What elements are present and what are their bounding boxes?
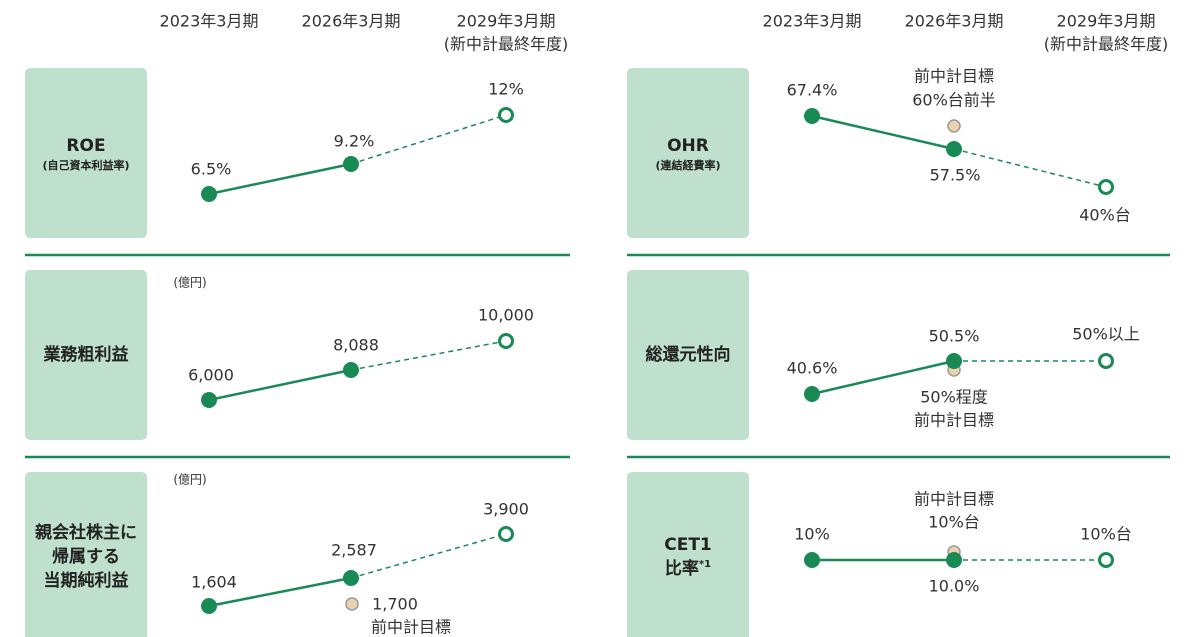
unit: (億円) <box>173 473 206 487</box>
panel-title: ROE <box>66 136 105 156</box>
target-label: 前中計目標 <box>914 67 994 86</box>
year-header: 2026年3月期 <box>302 12 401 31</box>
year-note: (新中計最終年度) <box>444 35 569 54</box>
solid-line <box>811 359 955 396</box>
panel-title: OHR <box>667 136 709 156</box>
panel-subtitle: (自己資本利益率) <box>42 158 129 172</box>
panel-subtitle: (連結経費率) <box>655 158 720 172</box>
target-label: 10%台 <box>928 513 980 532</box>
panel-title: 総還元性向 <box>646 344 731 365</box>
solid-line <box>208 368 352 402</box>
point-label: 67.4% <box>787 81 838 100</box>
point <box>498 107 514 123</box>
target-dot <box>947 119 961 133</box>
point <box>1098 552 1114 568</box>
point <box>946 141 962 157</box>
target-label: 50%程度 <box>920 388 988 407</box>
point-label: 10% <box>794 525 830 544</box>
year-header: 2023年3月期 <box>160 12 259 31</box>
point <box>804 552 820 568</box>
solid-line <box>208 576 352 608</box>
label-box <box>25 270 147 440</box>
point <box>343 156 359 172</box>
point <box>498 526 514 542</box>
panel-title: 親会社株主に <box>35 522 137 543</box>
point-label: 6,000 <box>188 366 234 385</box>
year-header: 2026年3月期 <box>905 12 1004 31</box>
target-label: 前中計目標 <box>914 490 994 509</box>
point <box>201 392 217 408</box>
point <box>1098 353 1114 369</box>
panel-title: CET1 <box>664 535 712 555</box>
point-label: 10.0% <box>929 577 980 596</box>
point <box>343 362 359 378</box>
point-label: 1,604 <box>191 573 237 592</box>
panel-title: 帰属する <box>52 547 120 567</box>
point <box>201 598 217 614</box>
point-label: 3,900 <box>483 500 529 519</box>
point <box>946 353 962 369</box>
point <box>498 333 514 349</box>
panel-title: 当期純利益 <box>44 570 129 591</box>
point <box>946 552 962 568</box>
point <box>1098 179 1114 195</box>
point-label: 10%台 <box>1080 525 1132 544</box>
label-box <box>627 472 749 637</box>
dashed-line <box>953 148 1107 188</box>
point <box>201 186 217 202</box>
point-label: 8,088 <box>333 336 379 355</box>
point-label: 50%以上 <box>1072 325 1140 344</box>
panel-title: 業務粗利益 <box>44 344 129 365</box>
year-note: (新中計最終年度) <box>1044 35 1169 54</box>
year-header: 2023年3月期 <box>763 12 862 31</box>
label-box <box>25 68 147 238</box>
solid-line <box>208 162 352 196</box>
point <box>804 386 820 402</box>
year-header: 2029年3月期 <box>1057 12 1156 31</box>
label-box <box>627 68 749 238</box>
unit: (億円) <box>173 276 206 290</box>
point-label: 40%台 <box>1079 206 1131 225</box>
point-label: 10,000 <box>478 306 534 325</box>
point-label: 40.6% <box>787 359 838 378</box>
point-label: 9.2% <box>334 132 375 151</box>
target-label: 前中計目標 <box>371 618 451 637</box>
target-dot <box>345 597 359 611</box>
point-label: 2,587 <box>331 541 377 560</box>
point <box>343 570 359 586</box>
target-label: 1,700 <box>372 595 418 614</box>
footnote-mark: *1 <box>699 559 711 570</box>
solid-line <box>811 114 955 151</box>
point-label: 6.5% <box>191 160 232 179</box>
dashed-line <box>350 114 507 165</box>
point-label: 57.5% <box>930 166 981 185</box>
label-box <box>627 270 749 440</box>
target-label: 60%台前半 <box>912 91 996 110</box>
target-label: 前中計目標 <box>914 411 994 430</box>
point <box>804 108 820 124</box>
point-label: 50.5% <box>929 327 980 346</box>
label-box <box>25 472 147 637</box>
year-header: 2029年3月期 <box>457 12 556 31</box>
point-label: 12% <box>488 80 524 99</box>
